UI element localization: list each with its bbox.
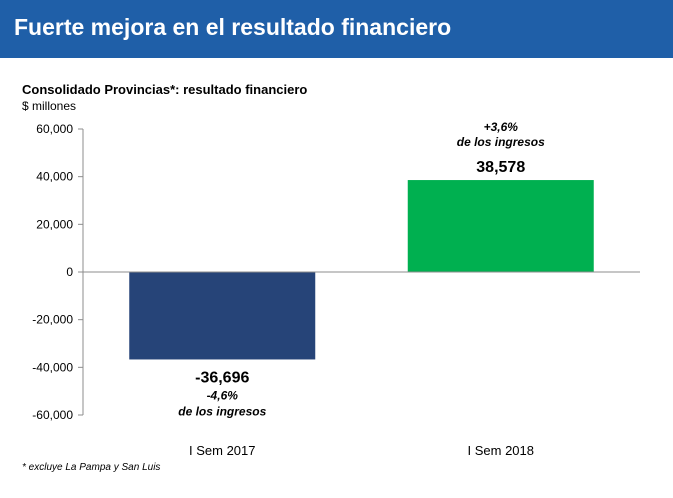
bar-annotation-text: de los ingresos [457,135,545,149]
x-category-label: I Sem 2018 [468,443,535,458]
y-tick-label: -20,000 [32,313,73,327]
x-category-label: I Sem 2017 [189,443,256,458]
bar-1 [129,272,316,360]
page-title: Fuerte mejora en el resultado financiero [14,14,452,40]
bar-value-label: -36,696 [195,369,249,386]
header-banner: Fuerte mejora en el resultado financiero [0,0,673,58]
footnote: * excluye La Pampa y San Luis [22,462,161,473]
bar-annotation-pct: -4,6% [207,388,239,402]
y-tick-label: -60,000 [32,408,73,422]
y-tick-label: 40,000 [36,170,73,184]
bar-annotation-text: de los ingresos [178,404,266,418]
chart-title: Consolidado Provincias*: resultado finan… [22,82,308,97]
y-tick-label: 20,000 [36,217,73,231]
y-axis-unit-label: $ millones [22,99,77,113]
bar-annotation-pct: +3,6% [484,120,519,134]
y-tick-label: 0 [66,265,73,279]
y-tick-label: -40,000 [32,360,73,374]
bar-2 [407,180,594,272]
y-tick-label: 60,000 [36,122,73,136]
bar-value-label: 38,578 [476,159,525,176]
